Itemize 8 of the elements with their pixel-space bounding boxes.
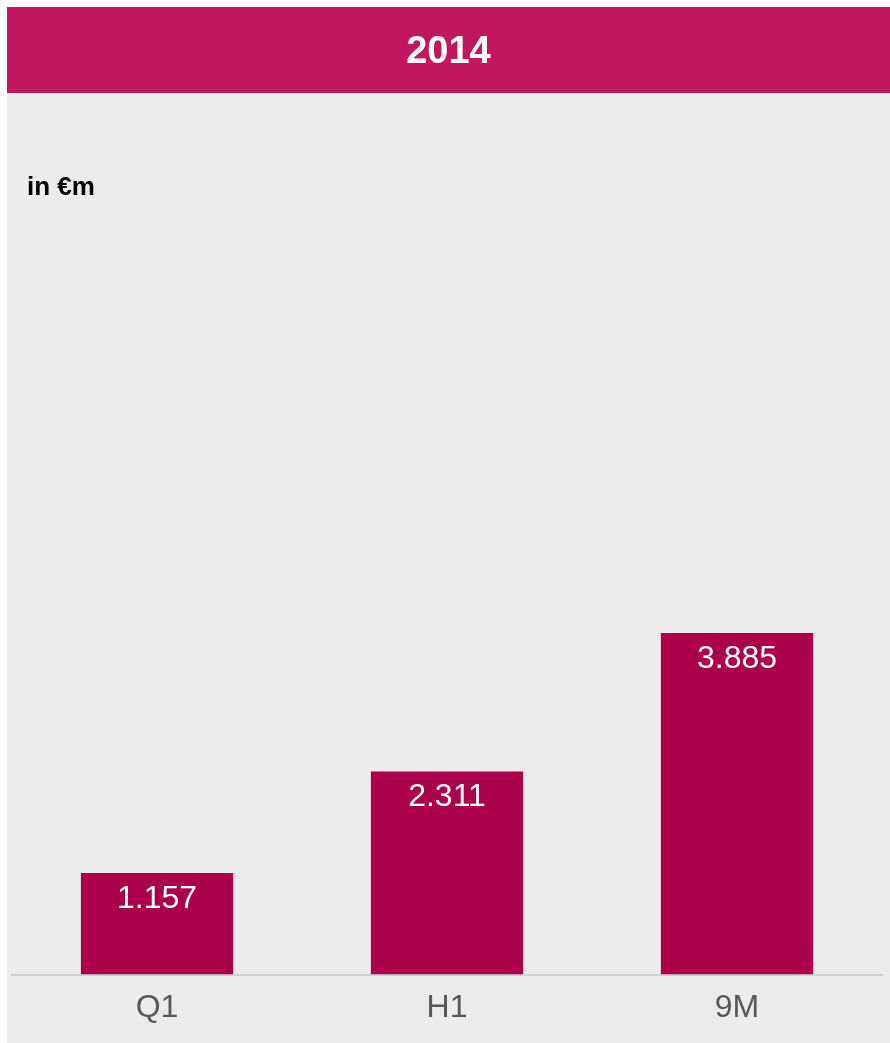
x-tick-label: 9M xyxy=(714,987,760,1024)
text: in €m xyxy=(27,171,95,202)
data-label: 1.157 xyxy=(116,878,198,915)
data-label: 3.885 xyxy=(696,638,778,675)
data-label: 2.311 xyxy=(408,777,486,814)
x-tick-label: H1 xyxy=(426,987,468,1024)
chart-title: 2014 xyxy=(7,7,890,93)
x-tick-label: Q1 xyxy=(135,987,179,1024)
